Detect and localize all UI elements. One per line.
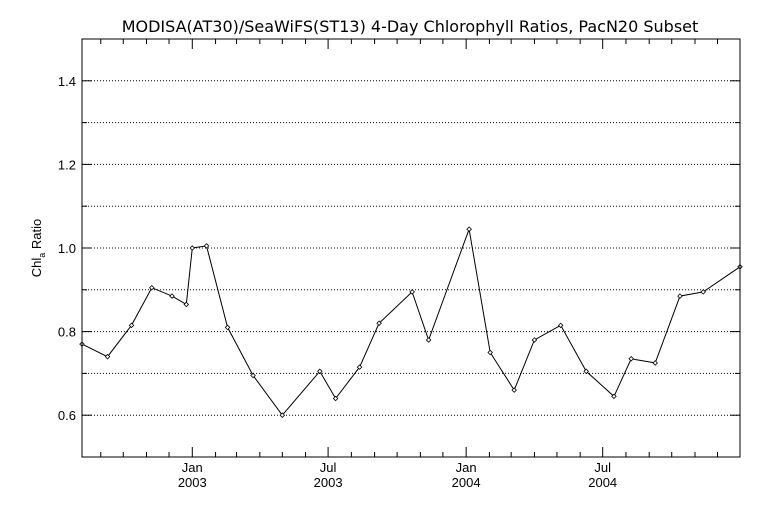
data-point [677,293,683,299]
y-tick-label: 1.4 [58,74,76,89]
data-point [409,289,415,295]
data-point [149,284,155,291]
tick-labels: 0.60.81.01.21.4Jan2003Jul2003Jan2004Jul2… [58,74,617,490]
data-point [611,393,617,400]
x-tick-label-year: 2004 [588,475,617,490]
y-tick-label: 1.2 [58,157,76,172]
data-point [183,301,190,308]
data-point [511,387,517,393]
x-tick-label-year: 2003 [178,475,207,490]
data-point [104,353,111,360]
data-point [317,368,323,375]
data-point [332,395,339,402]
data-point [487,349,493,356]
data-point [279,412,286,418]
x-tick-label-month: Jul [594,460,611,475]
x-tick-label-month: Jul [320,460,337,475]
data-point [189,245,196,251]
y-axis-label-rest: Ratio [29,219,44,253]
x-tick-label-year: 2003 [314,475,343,490]
data-point [425,337,432,343]
series-line [81,227,741,417]
chart-title: MODISA(AT30)/SeaWiFS(ST13) 4-Day Chlorop… [122,17,699,36]
data-point [250,372,256,379]
data-point [356,364,363,370]
data-point [203,243,210,249]
data-point [700,289,707,295]
y-tick-label: 1.0 [58,241,76,256]
data-point [531,337,538,343]
x-tick-label-year: 2004 [452,475,481,490]
y-axis-label-sub: a [37,253,47,258]
axis-ticks [82,39,740,457]
data-point [224,324,231,331]
data-point [628,356,634,362]
y-tick-label: 0.6 [58,408,76,423]
x-tick-label-month: Jan [456,460,477,475]
data-point [652,360,658,366]
x-tick-label-month: Jan [182,460,203,475]
gridlines [82,80,740,416]
data-point [466,226,472,232]
data-point [128,322,135,329]
data-point [557,322,564,329]
y-tick-label: 0.8 [58,325,76,340]
plot-frame [81,38,741,458]
series-layer [79,226,743,418]
data-point [169,293,175,299]
data-point [376,320,382,327]
data-point [583,368,589,375]
y-axis-label: Chla Ratio [29,219,47,278]
y-axis-label-main: Chl [29,258,44,278]
